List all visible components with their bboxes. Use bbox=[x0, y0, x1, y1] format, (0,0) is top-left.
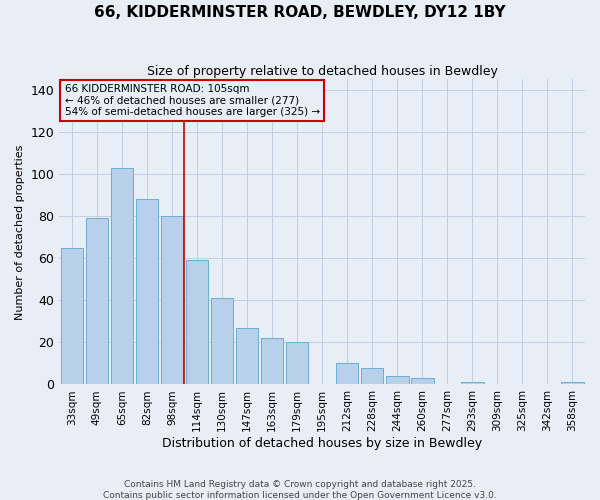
Bar bbox=[86, 218, 108, 384]
Bar bbox=[161, 216, 183, 384]
Bar bbox=[236, 328, 259, 384]
Bar bbox=[136, 199, 158, 384]
Bar bbox=[461, 382, 484, 384]
Bar bbox=[186, 260, 208, 384]
Bar bbox=[261, 338, 283, 384]
Bar bbox=[286, 342, 308, 384]
Bar bbox=[211, 298, 233, 384]
Text: 66, KIDDERMINSTER ROAD, BEWDLEY, DY12 1BY: 66, KIDDERMINSTER ROAD, BEWDLEY, DY12 1B… bbox=[94, 5, 506, 20]
Bar bbox=[336, 364, 358, 384]
Text: Contains HM Land Registry data © Crown copyright and database right 2025.
Contai: Contains HM Land Registry data © Crown c… bbox=[103, 480, 497, 500]
Bar bbox=[411, 378, 434, 384]
X-axis label: Distribution of detached houses by size in Bewdley: Distribution of detached houses by size … bbox=[162, 437, 482, 450]
Title: Size of property relative to detached houses in Bewdley: Size of property relative to detached ho… bbox=[147, 65, 497, 78]
Bar bbox=[361, 368, 383, 384]
Y-axis label: Number of detached properties: Number of detached properties bbox=[15, 144, 25, 320]
Bar bbox=[561, 382, 584, 384]
Text: 66 KIDDERMINSTER ROAD: 105sqm
← 46% of detached houses are smaller (277)
54% of : 66 KIDDERMINSTER ROAD: 105sqm ← 46% of d… bbox=[65, 84, 320, 117]
Bar bbox=[61, 248, 83, 384]
Bar bbox=[110, 168, 133, 384]
Bar bbox=[386, 376, 409, 384]
